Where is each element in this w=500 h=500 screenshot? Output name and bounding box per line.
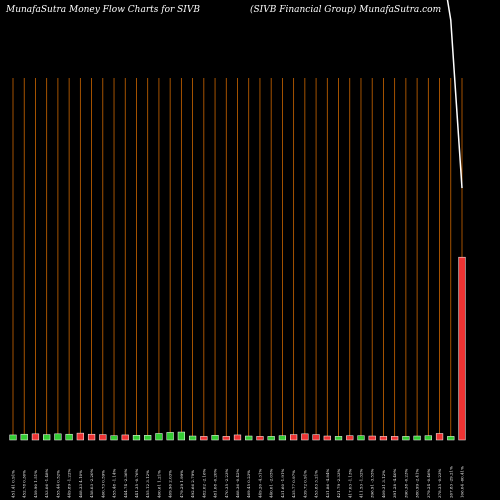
bar: [121, 434, 129, 441]
x-tick-label: 452.78 0.30%: [22, 470, 27, 498]
x-tick-label: 267.83 -29.21%: [448, 466, 453, 498]
bar: [20, 433, 28, 441]
x-tick-label: 106.04 -60.41%: [460, 466, 465, 498]
x-tick-label: 409.31 3.12%: [381, 470, 386, 498]
bar: [256, 436, 264, 441]
bar: [99, 434, 107, 441]
bar: [9, 434, 17, 441]
bar: [368, 435, 376, 441]
bar: [132, 435, 141, 441]
x-tick-label: 492.66 2.79%: [190, 470, 195, 498]
x-tick-label: 470.35 -2.23%: [224, 468, 229, 498]
bar: [447, 436, 455, 441]
bar: [166, 432, 174, 441]
bar: [312, 434, 320, 441]
x-tick-label: 469.45 0.23%: [246, 470, 251, 498]
bar: [334, 436, 343, 441]
x-tick-label: 390.38 -0.23%: [403, 468, 408, 498]
bar: [54, 433, 62, 441]
x-tick-label: 379.24 -0.46%: [426, 468, 431, 498]
x-tick-label: 441.35 -0.76%: [134, 468, 139, 498]
bar: [110, 435, 118, 441]
x-tick-label: 460.73 0.59%: [100, 470, 105, 498]
bar: [233, 434, 242, 441]
x-tick-label: 431.60 -1.91%: [280, 468, 285, 498]
x-tick-label: 453.06 -1.48%: [44, 468, 49, 498]
bar: [290, 434, 298, 441]
x-tick-label: 440.01 -2.05%: [269, 468, 274, 498]
bar: [245, 435, 253, 441]
bar: [301, 433, 309, 441]
price-line: [446, 0, 463, 189]
chart-title: MunafaSutra Money Flow Charts for SIVB: [5, 5, 200, 15]
x-tick-label: 421.79 -2.33%: [336, 468, 341, 498]
x-tick-label: 455.44 0.52%: [55, 470, 60, 498]
bar: [155, 433, 163, 441]
x-tick-label: 435.77 0.97%: [291, 470, 296, 498]
bar: [391, 436, 399, 441]
x-tick-label: 468.36 -0.42%: [235, 468, 240, 498]
bar: [211, 435, 219, 441]
bar: [278, 435, 287, 441]
x-tick-label: 453.83 3.21%: [314, 470, 319, 498]
x-tick-label: 455.12 3.12%: [145, 470, 150, 498]
bar: [357, 435, 365, 441]
x-tick-label: 449.20 -4.31%: [257, 468, 262, 498]
x-tick-label: 460.61 1.21%: [156, 470, 161, 498]
x-tick-label: 411.53 -1.32%: [358, 468, 363, 498]
x-tick-label: 451.41 0.91%: [11, 470, 16, 498]
bar: [458, 256, 466, 441]
x-tick-label: 459.90 1.51%: [33, 470, 38, 498]
bar: [31, 433, 40, 441]
x-tick-label: 469.96 2.03%: [168, 470, 173, 498]
bar: [435, 433, 444, 441]
bar: [323, 435, 331, 441]
x-tick-label: 479.29 1.99%: [179, 470, 184, 498]
x-tick-label: 378.35 -0.23%: [437, 468, 442, 498]
bar: [379, 436, 388, 441]
bar: [177, 431, 185, 441]
chart-subtitle: (SIVB Financial Group) MunafaSutra.com: [250, 4, 441, 15]
x-tick-label: 481.08 -0.20%: [213, 468, 218, 498]
bar: [424, 435, 432, 441]
bar: [144, 435, 152, 441]
bar: [200, 436, 208, 441]
x-tick-label: 396.91 -3.55%: [370, 468, 375, 498]
x-tick-label: 455.48 -1.14%: [112, 468, 117, 498]
x-tick-label: 391.28 -4.40%: [392, 468, 397, 498]
bar: [188, 435, 197, 441]
x-tick-label: 431.86 -4.84%: [325, 468, 330, 498]
bar: [222, 436, 230, 441]
x-tick-label: 449.89 -1.22%: [67, 468, 72, 498]
bar: [267, 436, 275, 441]
x-tick-label: 468.33 4.10%: [78, 470, 83, 498]
bar: [402, 436, 410, 441]
bar: [43, 434, 51, 441]
plot-area: [9, 0, 466, 441]
bar: [346, 435, 354, 441]
bar: [87, 433, 96, 441]
x-tick-label: 444.74 -2.36%: [123, 468, 128, 498]
x-tick-label: 380.99 -2.41%: [415, 468, 420, 498]
x-tick-label: 482.02 -2.16%: [201, 468, 206, 498]
bar: [413, 435, 421, 441]
x-tick-label: 458.03 -2.20%: [89, 468, 94, 498]
bar: [76, 432, 84, 441]
x-tick-label: 417.03 -1.13%: [347, 468, 352, 498]
x-tick-label: 439.72 0.91%: [302, 470, 307, 498]
bar: [65, 433, 73, 441]
